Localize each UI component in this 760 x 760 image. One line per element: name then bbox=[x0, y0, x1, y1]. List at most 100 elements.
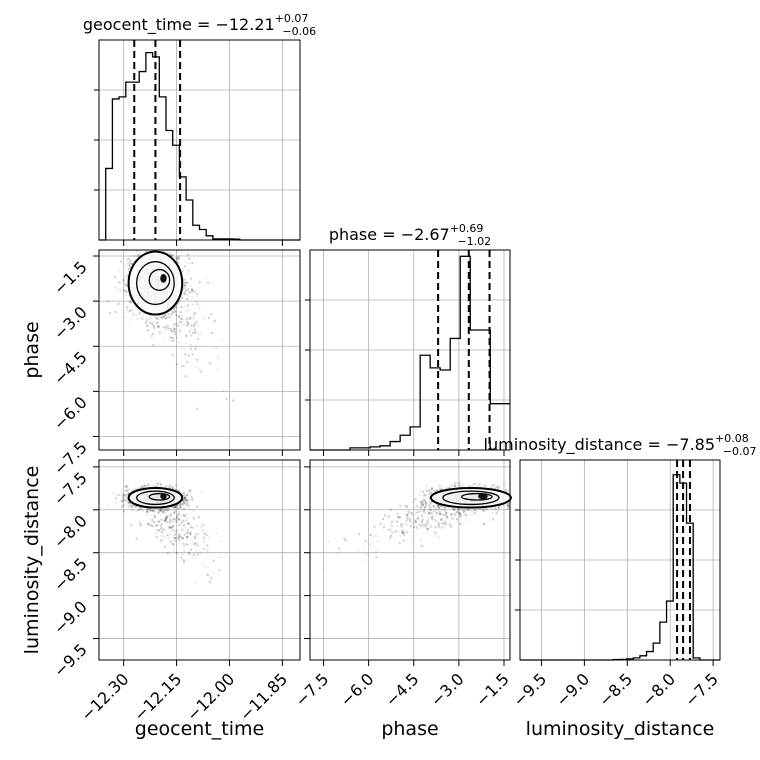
sample-point bbox=[185, 543, 189, 546]
sample-point bbox=[189, 531, 192, 534]
sample-point bbox=[175, 520, 178, 523]
sample-point bbox=[188, 552, 191, 556]
sample-point bbox=[173, 330, 177, 334]
sample-point bbox=[169, 516, 172, 520]
sample-point bbox=[183, 544, 186, 547]
sample-point bbox=[423, 506, 426, 509]
sample-point bbox=[171, 529, 175, 532]
sample-point bbox=[427, 489, 431, 492]
xtick-label-luminosity_distance-4: −7.5 bbox=[681, 669, 722, 710]
sample-point bbox=[125, 495, 128, 498]
sample-point bbox=[208, 362, 212, 365]
sample-point bbox=[399, 504, 402, 507]
sample-point bbox=[169, 514, 173, 517]
sample-point bbox=[186, 535, 189, 539]
sample-point bbox=[183, 347, 186, 351]
sample-point bbox=[195, 533, 198, 536]
sample-point bbox=[506, 504, 509, 507]
sample-point bbox=[180, 297, 184, 300]
sample-point bbox=[410, 521, 413, 525]
sample-point bbox=[173, 536, 177, 540]
sample-point bbox=[160, 518, 163, 521]
sample-point bbox=[184, 496, 187, 500]
sample-point bbox=[166, 514, 169, 517]
sample-point bbox=[168, 315, 171, 319]
sample-point bbox=[173, 310, 177, 313]
sample-point bbox=[462, 509, 466, 512]
sample-point bbox=[124, 294, 128, 297]
sample-point bbox=[463, 512, 466, 515]
sample-point bbox=[443, 508, 446, 512]
sample-point bbox=[116, 288, 120, 291]
sample-point bbox=[188, 531, 192, 534]
sample-point bbox=[183, 533, 186, 536]
sample-point bbox=[199, 552, 202, 555]
sample-point bbox=[415, 526, 419, 529]
sample-point bbox=[459, 522, 462, 526]
sample-point bbox=[148, 321, 152, 324]
sample-point bbox=[122, 289, 125, 292]
sample-point bbox=[446, 515, 449, 519]
sample-point bbox=[172, 517, 175, 521]
sample-point bbox=[172, 524, 175, 528]
sample-point bbox=[179, 320, 183, 324]
sample-point bbox=[176, 324, 179, 327]
sample-point bbox=[418, 523, 421, 527]
sample-point bbox=[127, 502, 131, 505]
sample-point bbox=[169, 336, 173, 339]
sample-point bbox=[465, 519, 468, 522]
sample-point bbox=[420, 514, 424, 518]
sample-point bbox=[162, 528, 165, 531]
sample-point bbox=[405, 519, 408, 522]
sample-point bbox=[192, 313, 195, 316]
sample-point bbox=[178, 256, 181, 260]
sample-point bbox=[188, 533, 191, 537]
sample-point bbox=[168, 519, 172, 522]
sample-point bbox=[139, 524, 142, 527]
sample-point bbox=[436, 504, 439, 507]
xtick-label-phase-2: −4.5 bbox=[382, 669, 423, 710]
sample-point bbox=[506, 507, 509, 510]
sample-point bbox=[185, 535, 189, 538]
sample-point bbox=[491, 518, 495, 521]
sample-point bbox=[419, 493, 422, 497]
sample-point bbox=[458, 507, 461, 511]
sample-point bbox=[195, 543, 198, 546]
sample-point bbox=[167, 527, 170, 530]
sample-point bbox=[182, 292, 186, 295]
sample-point bbox=[165, 517, 168, 520]
sample-point bbox=[190, 334, 193, 337]
sample-point bbox=[156, 528, 159, 531]
sample-point bbox=[186, 559, 190, 562]
sample-point bbox=[172, 307, 176, 310]
sample-point bbox=[497, 505, 500, 509]
sample-point bbox=[449, 512, 453, 516]
sample-point bbox=[426, 516, 429, 519]
sample-point bbox=[197, 322, 200, 326]
sample-point bbox=[171, 520, 174, 523]
sample-point bbox=[164, 485, 167, 488]
contour-inner-0-1 bbox=[148, 268, 171, 291]
sample-point bbox=[172, 336, 175, 340]
sample-point bbox=[181, 486, 185, 490]
sample-point bbox=[337, 551, 340, 554]
sample-point bbox=[183, 281, 186, 284]
sample-point bbox=[416, 505, 419, 508]
sample-point bbox=[494, 507, 497, 511]
sample-point bbox=[457, 482, 461, 485]
ytick-label-luminosity_distance-1: −9.0 bbox=[50, 597, 91, 638]
sample-point bbox=[117, 493, 120, 497]
sample-point bbox=[120, 499, 124, 503]
sample-point bbox=[168, 251, 172, 255]
sample-point bbox=[437, 520, 440, 523]
sample-point bbox=[425, 484, 428, 488]
sample-point bbox=[428, 512, 431, 515]
sample-point bbox=[123, 493, 127, 497]
sample-point bbox=[175, 515, 178, 518]
sample-point bbox=[117, 302, 120, 306]
sample-point bbox=[127, 267, 130, 271]
sample-point bbox=[427, 527, 430, 531]
sample-point bbox=[178, 504, 182, 507]
sample-point bbox=[451, 508, 455, 512]
sample-point bbox=[191, 556, 195, 559]
